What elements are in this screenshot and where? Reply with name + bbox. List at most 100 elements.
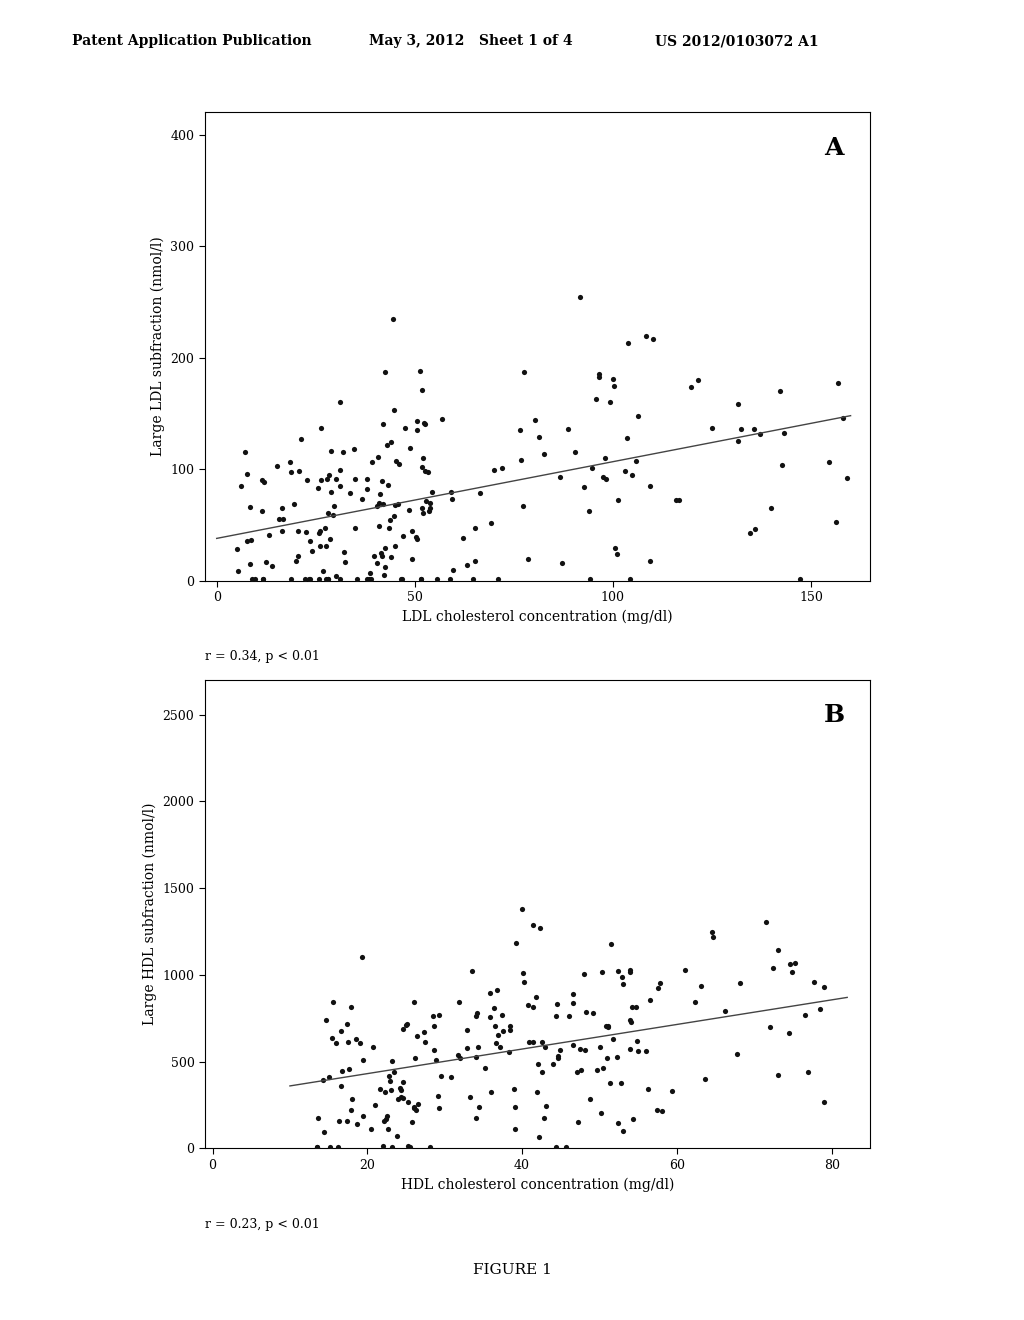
Point [602,933,618,954]
Text: B: B [824,704,845,727]
Point [379,1105,395,1126]
Point [515,496,531,517]
Point [752,424,768,445]
Point [399,1092,416,1113]
Point [620,333,636,354]
Point [379,434,395,455]
Point [560,418,577,440]
Point [386,399,402,420]
Point [416,1022,432,1043]
Point [597,469,613,490]
Point [375,413,391,434]
Point [242,496,258,517]
Point [293,428,309,449]
Point [617,461,634,482]
Point [394,1018,411,1039]
Point [450,1044,466,1065]
Point [311,536,328,557]
Point [411,1094,427,1115]
Point [696,1068,713,1089]
Point [370,553,386,574]
Point [772,381,788,403]
Point [703,921,720,942]
Point [552,1040,568,1061]
Point [612,1072,629,1093]
Point [385,309,401,330]
Point [534,1031,550,1052]
Point [415,447,431,469]
Point [319,503,336,524]
Point [358,568,375,589]
Point [601,392,617,413]
Point [312,470,329,491]
Point [471,1096,487,1117]
Point [610,490,627,511]
Point [383,546,399,568]
Point [384,1137,400,1158]
Point [690,370,707,391]
Point [408,527,424,548]
Point [344,1088,360,1109]
Point [593,1102,609,1123]
Point [521,1032,538,1053]
Point [467,550,483,572]
Point [520,994,537,1015]
Point [384,1051,400,1072]
Point [588,388,604,409]
Point [642,550,658,572]
Point [594,961,610,982]
Point [601,1073,617,1094]
Point [328,1032,344,1053]
Point [290,545,306,566]
Point [536,1107,552,1129]
Point [315,1069,332,1090]
Point [390,1088,407,1109]
Point [428,1049,444,1071]
Point [421,500,437,521]
Point [334,1061,350,1082]
Point [558,1137,574,1158]
Point [623,962,639,983]
Point [529,1053,546,1074]
Point [270,508,287,529]
Point [371,516,387,537]
Point [815,977,831,998]
Point [358,479,375,500]
Point [597,447,613,469]
Point [550,1047,566,1068]
Point [413,568,429,589]
Point [291,461,307,482]
Point [310,478,327,499]
Point [310,523,327,544]
Point [765,957,781,978]
Point [468,1045,484,1067]
Point [560,1006,577,1027]
Point [705,417,721,438]
Point [375,494,391,515]
Point [624,465,640,486]
Point [538,1096,554,1117]
Point [392,568,409,589]
Point [369,495,385,516]
Point [254,500,270,521]
Point [362,568,379,589]
Point [425,1006,441,1027]
Point [387,535,403,556]
Point [445,560,462,581]
Point [367,545,383,566]
Point [416,412,432,433]
Point [524,1032,541,1053]
Point [623,960,639,981]
Point [595,466,611,487]
Point [730,430,746,451]
Point [404,1111,421,1133]
Point [341,1059,357,1080]
Point [492,1036,508,1057]
Point [566,442,583,463]
Point [393,1080,410,1101]
Point [502,1015,518,1036]
Point [409,411,425,432]
Point [615,1121,632,1142]
Point [233,475,250,496]
Point [534,1061,550,1082]
